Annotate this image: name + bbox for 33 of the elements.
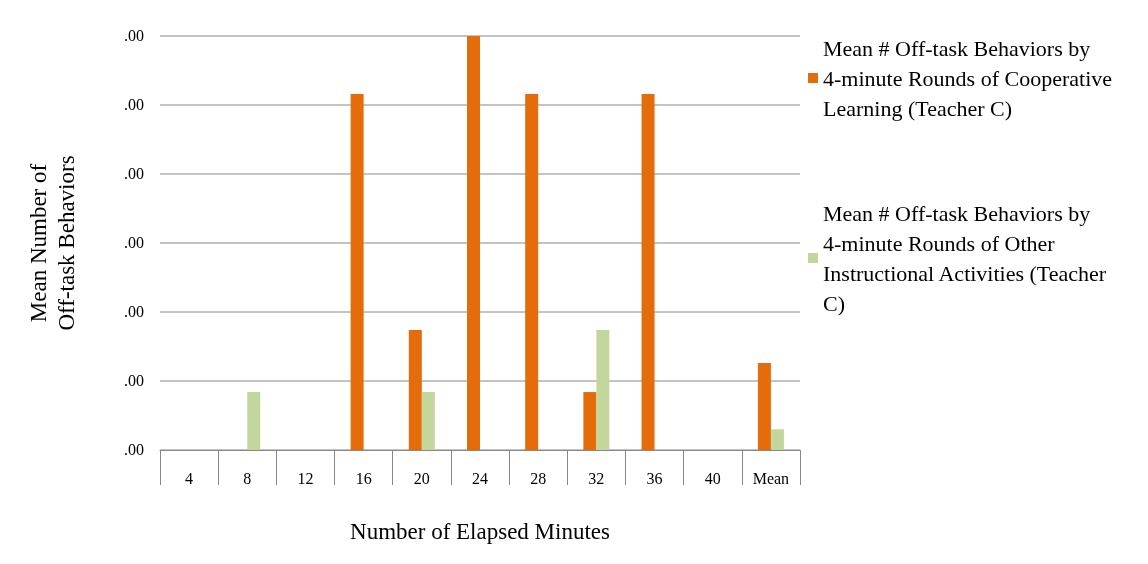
- x-tick-label: 24: [472, 469, 488, 487]
- x-tick-label: 20: [413, 469, 430, 487]
- x-tick-label: 28: [530, 469, 547, 487]
- x-tick-label: 12: [297, 469, 314, 487]
- text: .00: [124, 440, 144, 458]
- x-axis-title: Number of Elapsed Minutes: [350, 519, 611, 544]
- x-tick-label: 8: [243, 469, 252, 487]
- bar: [408, 329, 422, 450]
- text: .00: [124, 302, 144, 320]
- x-tick-label: 4: [185, 469, 194, 487]
- x-tick-label: 36: [646, 469, 663, 487]
- text: .00: [124, 95, 144, 113]
- text: .00: [124, 233, 144, 251]
- x-tick-label: 32: [588, 469, 605, 487]
- legend-label: Mean # Off-task Behaviors by 4-minute Rounds of Other Instructional Activities (Teacher C): [823, 200, 1112, 316]
- bar: [350, 93, 364, 450]
- x-tick-label: 40: [704, 469, 721, 487]
- text: .00: [124, 26, 144, 44]
- y-axis-title: Mean Number of Off-task Behaviors: [25, 155, 79, 331]
- bar: [641, 93, 655, 450]
- bar: [770, 429, 784, 450]
- x-tick-label: 16: [355, 469, 372, 487]
- bar: [757, 363, 771, 450]
- bar: [596, 329, 610, 450]
- text: .00: [124, 371, 144, 389]
- text: .00: [124, 164, 144, 182]
- bar: [525, 93, 539, 450]
- bar: [583, 392, 597, 450]
- legend-label: Mean # Off-task Behaviors by 4-minute Rounds of Cooperative Learning (Teacher C): [823, 35, 1118, 121]
- x-tick-label: Mean: [752, 469, 790, 487]
- bar: [421, 392, 435, 450]
- bar: [247, 392, 261, 450]
- bar: [467, 36, 480, 450]
